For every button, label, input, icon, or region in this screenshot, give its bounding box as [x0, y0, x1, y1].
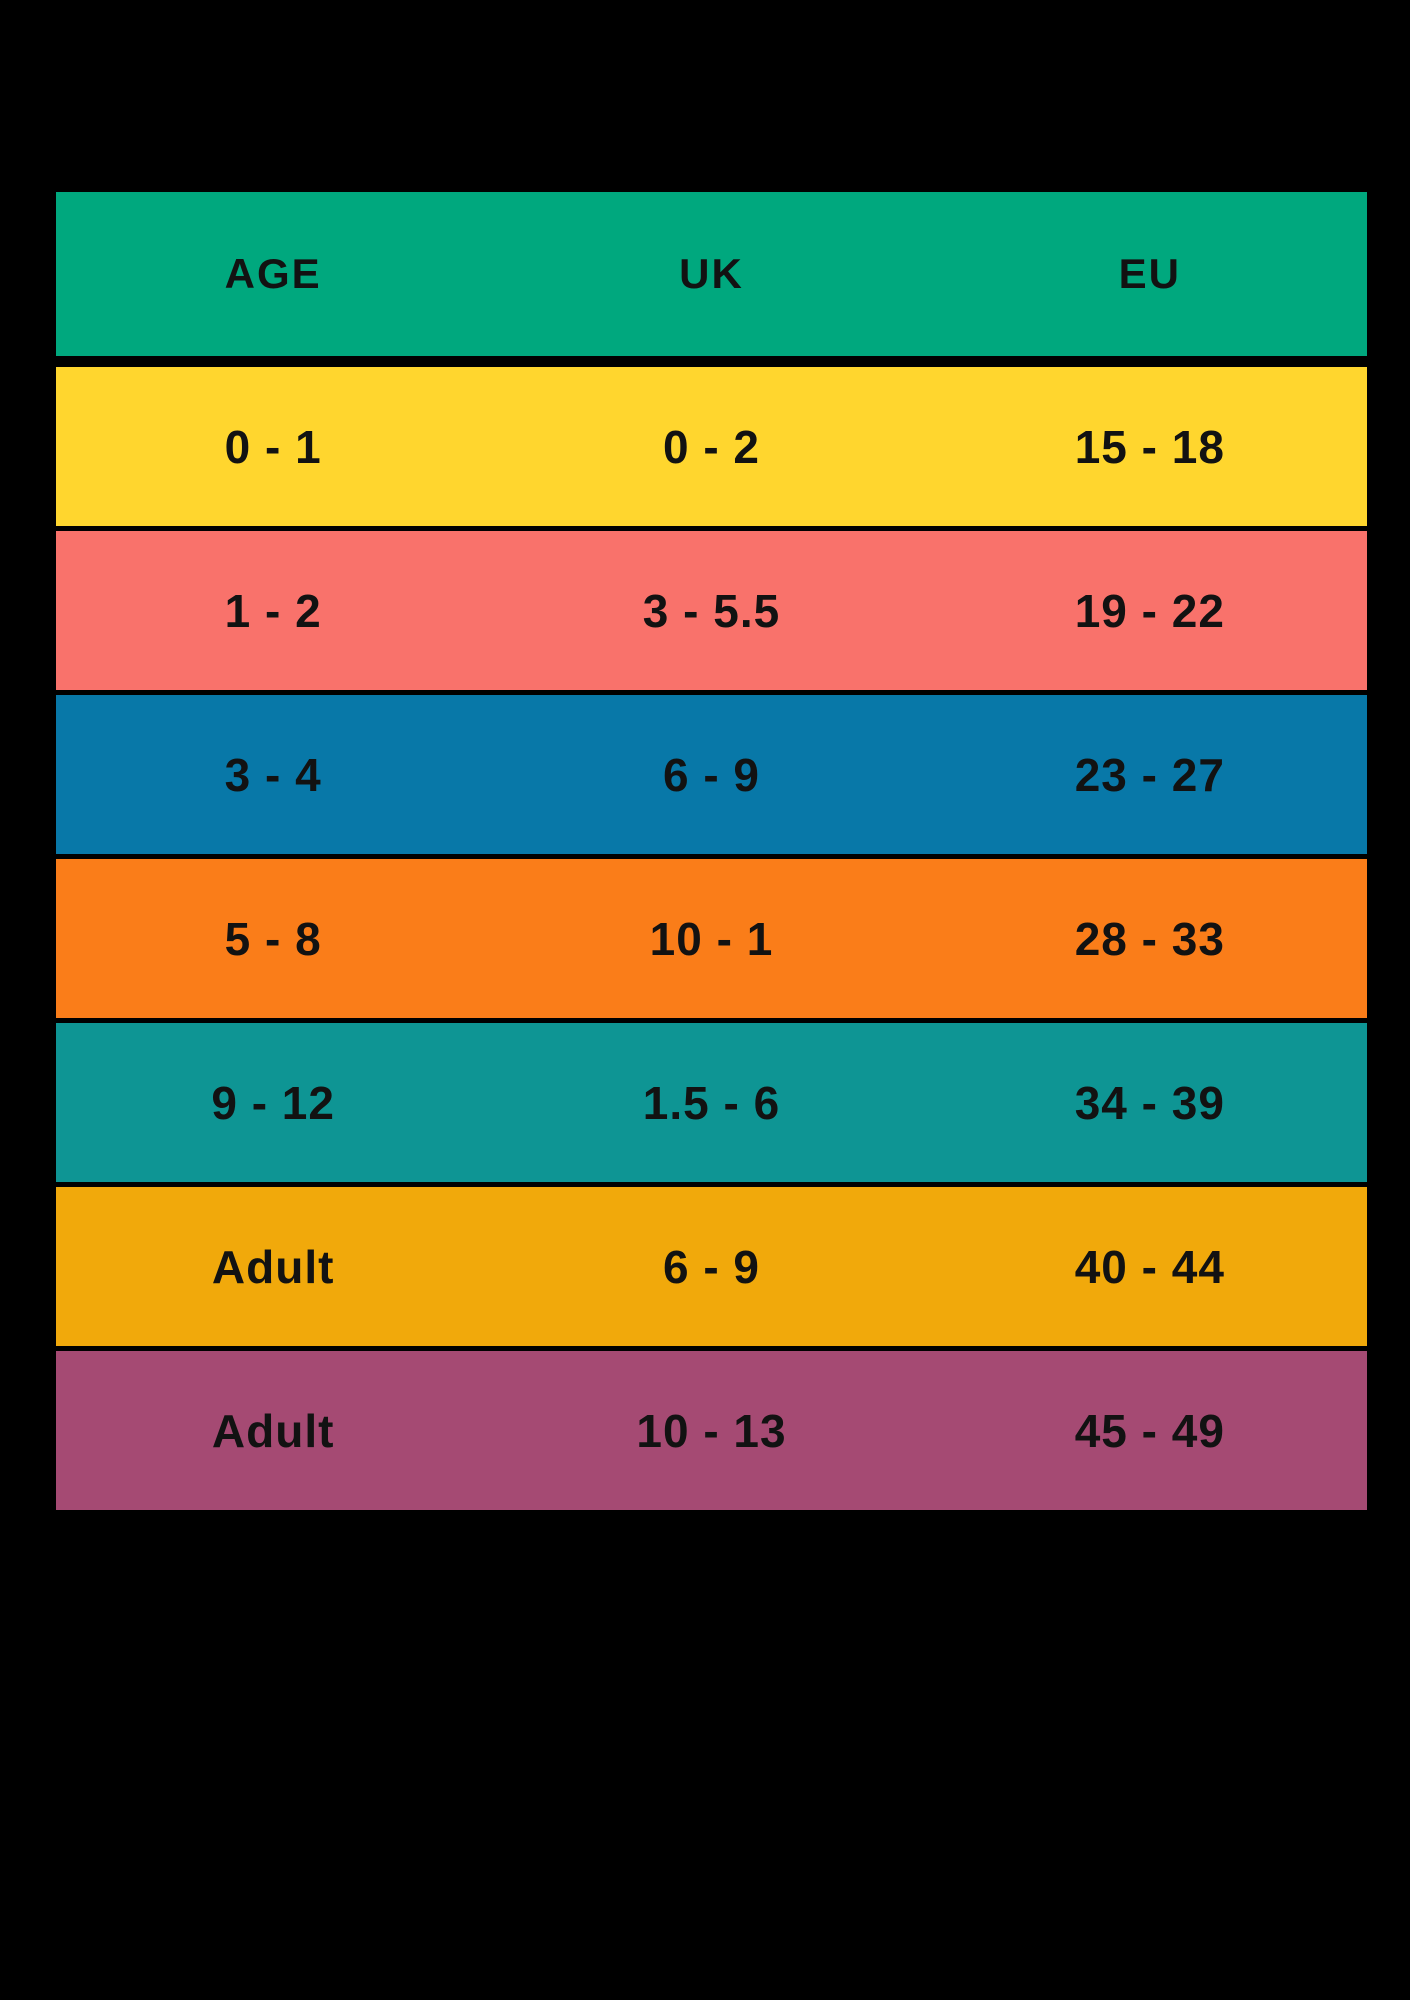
age-cell: 5 - 8 [224, 912, 322, 965]
age-cell: 3 - 4 [224, 748, 322, 801]
table-row: 9 - 12 1.5 - 6 34 - 39 [56, 1023, 1367, 1182]
table-row: 1 - 2 3 - 5.5 19 - 22 [56, 531, 1367, 690]
uk-cell: 10 - 1 [649, 912, 774, 965]
eu-cell: 15 - 18 [1074, 420, 1225, 473]
eu-column-header: EU [1118, 250, 1181, 297]
uk-cell: 0 - 2 [662, 420, 761, 473]
uk-cell: 6 - 9 [662, 748, 761, 801]
eu-cell: 28 - 33 [1074, 912, 1225, 965]
table-row: 0 - 1 0 - 2 15 - 18 [56, 367, 1367, 526]
age-cell: 9 - 12 [211, 1076, 335, 1129]
eu-cell: 40 - 44 [1074, 1240, 1225, 1293]
table-header-row: AGE UK EU [56, 192, 1367, 356]
table-row: Adult 10 - 13 45 - 49 [56, 1351, 1367, 1510]
age-cell: Adult [211, 1404, 335, 1457]
eu-cell: 19 - 22 [1074, 584, 1225, 637]
size-chart-table: AGE UK EU 0 - 1 0 - 2 15 - 18 1 - 2 3 - … [56, 192, 1367, 1515]
age-cell: 1 - 2 [224, 584, 322, 637]
table-row: 5 - 8 10 - 1 28 - 33 [56, 859, 1367, 1018]
uk-cell: 10 - 13 [636, 1404, 787, 1457]
table-row: Adult 6 - 9 40 - 44 [56, 1187, 1367, 1346]
uk-cell: 6 - 9 [662, 1240, 761, 1293]
age-column-header: AGE [224, 250, 322, 297]
uk-cell: 1.5 - 6 [642, 1076, 781, 1129]
age-cell: 0 - 1 [224, 420, 322, 473]
table-row: 3 - 4 6 - 9 23 - 27 [56, 695, 1367, 854]
uk-cell: 3 - 5.5 [642, 584, 781, 637]
eu-cell: 23 - 27 [1074, 748, 1225, 801]
age-cell: Adult [211, 1240, 335, 1293]
eu-cell: 45 - 49 [1074, 1404, 1225, 1457]
eu-cell: 34 - 39 [1074, 1076, 1225, 1129]
uk-column-header: UK [679, 250, 744, 297]
